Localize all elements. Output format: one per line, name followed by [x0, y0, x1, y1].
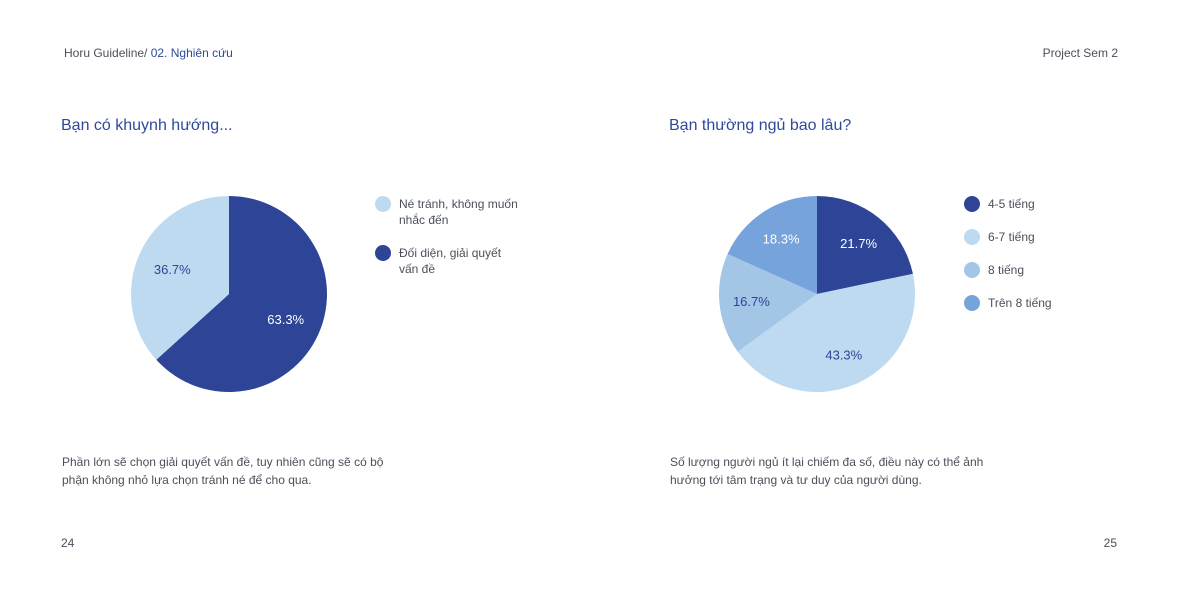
left-page-number: 24 — [61, 536, 75, 550]
pie-slice — [719, 253, 817, 352]
legend-item: Né tránh, không muốn nhắc đến — [375, 196, 518, 228]
left-pie-chart: 63.3% 36.7% — [130, 196, 327, 393]
legend-swatch — [964, 295, 980, 311]
left-caption-line-1: Phần lớn sẽ chọn giải quyết vấn đề, tuy … — [62, 455, 384, 469]
breadcrumb-current[interactable]: 02. Nghiên cứu — [150, 46, 233, 60]
legend-item: Đối diện, giải quyết vấn đề — [375, 245, 501, 277]
legend-label: 8 tiếng — [988, 263, 1025, 277]
legend-label: Đối diện, giải quyết vấn đề — [399, 246, 502, 276]
left-legend: Né tránh, không muốn nhắc đến Đối diện, gi… — [375, 196, 575, 296]
pie-slice — [817, 196, 913, 294]
right-legend: 4-5 tiếng 6-7 tiếng 8 tiếng Trên 8 tiếng — [964, 196, 1124, 316]
project-name: Project Sem 2 — [1042, 46, 1118, 60]
right-chart-title: Bạn thường ngủ bao lâu? — [669, 117, 852, 134]
left-chart-title: Bạn có khuynh hướng... — [61, 117, 233, 134]
legend-label: Trên 8 tiếng — [988, 296, 1052, 310]
legend-swatch — [375, 245, 391, 261]
pie-slice — [737, 273, 915, 392]
legend-swatch — [964, 262, 980, 278]
legend-label: Né tránh, không muốn nhắc đến — [399, 197, 518, 227]
legend-label: 6-7 tiếng — [988, 230, 1035, 244]
right-caption-line-2: hưởng tới tâm trạng và tư duy của người … — [670, 473, 922, 487]
legend-item: 8 tiếng — [964, 262, 1024, 278]
pie-slice — [727, 196, 817, 294]
slice-value-label: 43.3% — [825, 347, 862, 362]
slice-value-label: 18.3% — [763, 232, 800, 247]
legend-label: 4-5 tiếng — [988, 197, 1035, 211]
legend-item: Trên 8 tiếng — [964, 295, 1052, 311]
slice-value-label: 21.7% — [840, 236, 877, 251]
legend-swatch — [964, 229, 980, 245]
left-caption-line-2: phận không nhỏ lựa chọn tránh né để cho … — [62, 473, 312, 487]
left-caption: Phần lớn sẽ chọn giải quyết vấn đề, tuy … — [62, 453, 392, 489]
breadcrumb: Horu Guideline/ 02. Nghiên cứu — [64, 46, 233, 60]
right-page-number: 25 — [1103, 536, 1117, 550]
right-caption-line-1: Số lượng người ngủ ít lại chiếm đa số, đ… — [670, 455, 984, 469]
pie-slice — [130, 196, 229, 360]
breadcrumb-root[interactable]: Horu Guideline/ — [64, 46, 148, 60]
right-pie-chart: 21.7% 43.3% 16.7% 18.3% — [719, 196, 915, 392]
legend-swatch — [964, 196, 980, 212]
legend-item: 4-5 tiếng — [964, 196, 1035, 212]
pie-slice — [156, 196, 327, 393]
slice-value-label: 16.7% — [733, 294, 770, 309]
slice-value-label: 63.3% — [267, 312, 304, 327]
right-caption: Số lượng người ngủ ít lại chiếm đa số, đ… — [670, 453, 1000, 489]
slice-value-label: 36.7% — [154, 262, 191, 277]
legend-swatch — [375, 196, 391, 212]
legend-item: 6-7 tiếng — [964, 229, 1035, 245]
